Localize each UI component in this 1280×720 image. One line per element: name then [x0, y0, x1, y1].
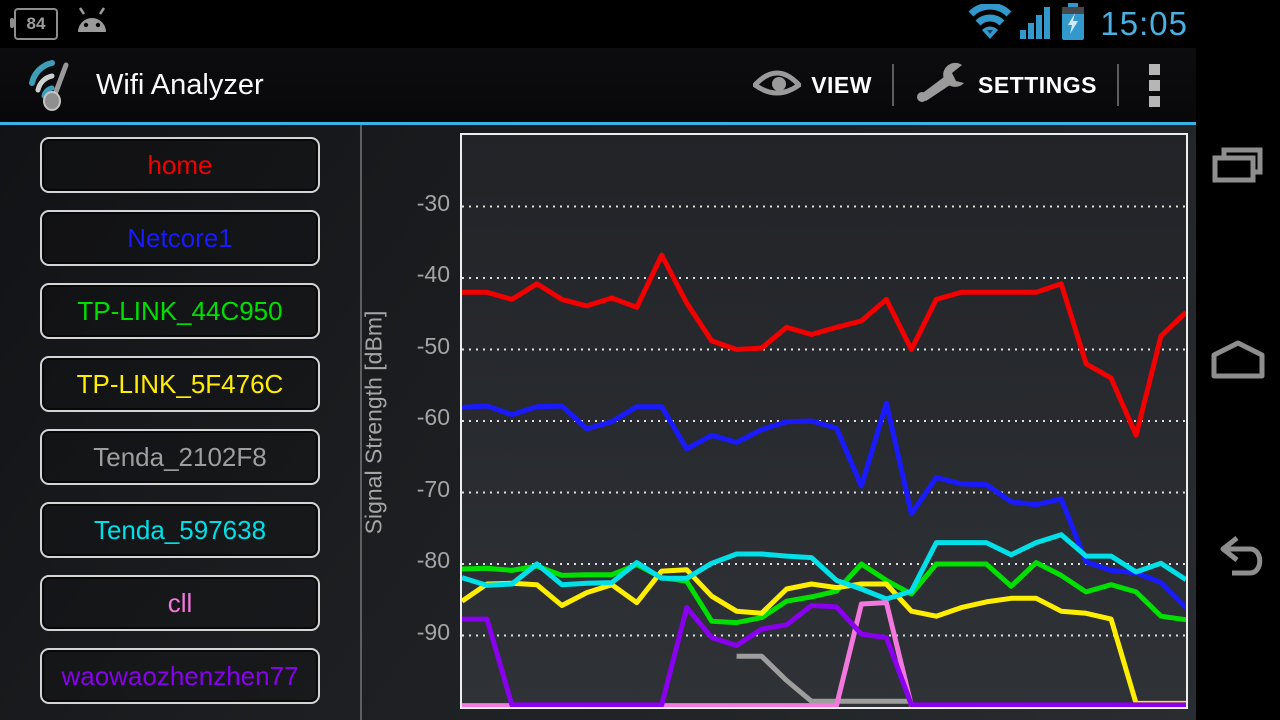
network-label: Tenda_2102F8	[93, 441, 267, 472]
network-button-Tenda_2102F8[interactable]: Tenda_2102F8	[40, 429, 320, 485]
wifi-analyzer-app: 84	[0, 0, 1196, 720]
wifi-icon	[967, 2, 1013, 45]
view-button[interactable]: VIEW	[751, 67, 872, 103]
network-label: Netcore1	[127, 222, 233, 253]
battery-percent-value: 84	[26, 14, 46, 33]
network-label: cll	[167, 587, 193, 618]
status-bar-right: 15:05	[967, 0, 1188, 48]
app-bar: Wifi Analyzer VIEW	[0, 48, 1196, 125]
wifi-analyzer-logo	[24, 55, 82, 116]
network-button-waowaozhenzhen77[interactable]: waowaozhenzhen77	[40, 648, 320, 704]
chart-line-TP-LINK_44C950	[462, 560, 1186, 626]
eye-icon	[751, 67, 803, 103]
battery-percent-icon: 84	[10, 8, 58, 40]
app-bar-actions: VIEW SETTINGS	[751, 60, 1170, 111]
action-separator	[1117, 64, 1119, 106]
settings-button-label: SETTINGS	[977, 71, 1097, 98]
y-tick-label: -50	[416, 332, 450, 359]
network-button-home[interactable]: home	[40, 137, 320, 193]
time-graph: Signal Strength [dBm] -30 -40 -50 -60 -70 -80…	[361, 125, 1196, 720]
back-icon[interactable]	[1210, 534, 1266, 580]
plot-area	[460, 133, 1188, 709]
battery-charging-icon	[1061, 2, 1085, 46]
signal-bars-icon	[1020, 4, 1054, 45]
view-button-label: VIEW	[811, 71, 872, 98]
settings-button[interactable]: SETTINGS	[914, 61, 1097, 109]
recent-apps-icon[interactable]	[1210, 144, 1266, 190]
overflow-menu-icon[interactable]	[1139, 60, 1170, 111]
chart-line-Netcore1	[462, 400, 1186, 610]
chart-line-waowaozhenzhen77	[462, 603, 1186, 707]
y-tick-label: -40	[416, 261, 450, 287]
network-label: Tenda_597638	[93, 514, 267, 545]
app-title: Wifi Analyzer	[96, 68, 264, 101]
main-content: home Netcore1 TP-LINK_44C950 TP-LINK_5F476C…	[0, 125, 1196, 720]
y-tick-label: -60	[416, 404, 450, 430]
network-label: home	[147, 149, 213, 180]
network-label: waowaozhenzhen77	[61, 660, 299, 691]
y-tick-label: -30	[416, 189, 450, 216]
navigation-bar	[1196, 0, 1280, 720]
y-tick-label: -80	[416, 547, 450, 573]
signal-strength-chart	[462, 205, 1186, 707]
y-tick-label: -90	[416, 618, 450, 645]
android-robot-icon	[72, 6, 112, 43]
network-button-Tenda_597638[interactable]: Tenda_597638	[40, 502, 320, 558]
action-separator	[891, 64, 894, 106]
network-button-cll[interactable]: cll	[40, 575, 320, 631]
status-clock: 15:05	[1100, 5, 1188, 42]
status-bar-left: 84	[10, 6, 112, 43]
chart-line-cll	[462, 600, 1186, 707]
y-tick-label: -70	[416, 475, 450, 502]
chart-line-Tenda_2102F8	[736, 653, 912, 704]
chart-line-home	[462, 252, 1186, 438]
network-label: TP-LINK_44C950	[77, 295, 283, 326]
chart-line-TP-LINK_5F476C	[462, 567, 1186, 706]
network-button-Netcore1[interactable]: Netcore1	[40, 210, 320, 266]
home-icon[interactable]	[1210, 336, 1266, 382]
wrench-icon	[914, 61, 968, 109]
chart-line-Tenda_597638	[462, 532, 1186, 602]
network-button-TP-LINK_44C950[interactable]: TP-LINK_44C950	[40, 283, 320, 339]
network-label: TP-LINK_5F476C	[76, 368, 284, 399]
network-list: home Netcore1 TP-LINK_44C950 TP-LINK_5F476C…	[0, 125, 362, 720]
status-bar: 84	[0, 0, 1196, 48]
network-button-TP-LINK_5F476C[interactable]: TP-LINK_5F476C	[40, 356, 320, 412]
